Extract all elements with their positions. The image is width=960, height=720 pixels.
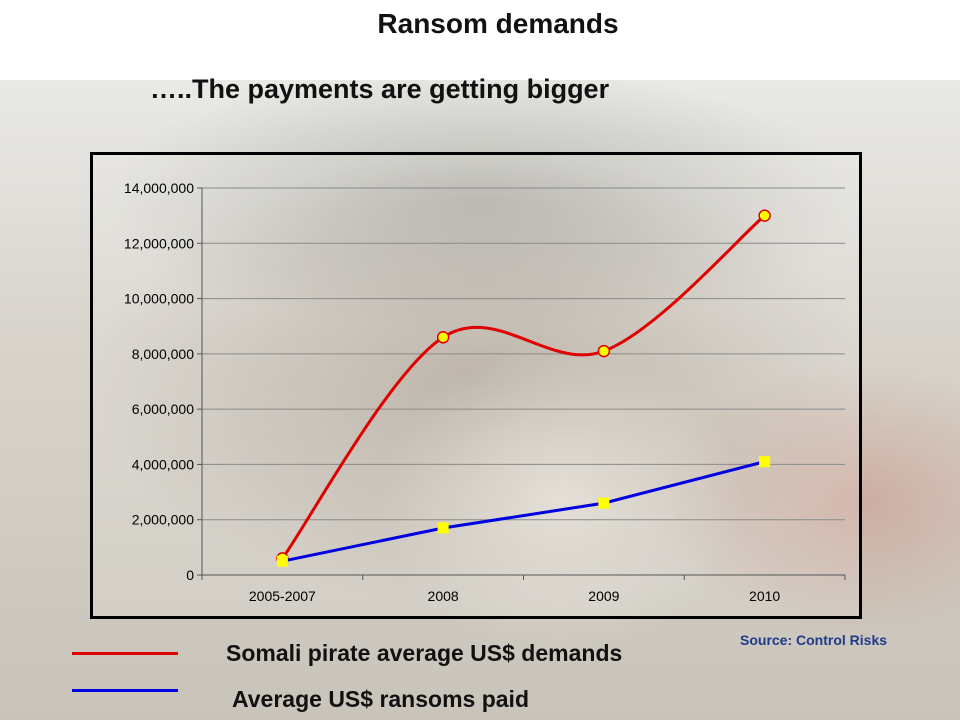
y-tick-label: 2,000,000 [132,512,194,528]
y-tick-label: 14,000,000 [124,180,194,196]
chart-frame: 0 2,000,000 4,000,000 6,000,000 8,000,000 10,… [90,152,862,619]
source-note: Source: Control Risks [740,632,888,648]
x-tick-label: 2008 [428,588,459,604]
legend-paid-label: Average US$ ransoms paid [232,686,529,712]
x-tick-label: 2009 [588,588,619,604]
legend-demands-label: Somali pirate average US$ demands [226,640,623,666]
y-tick-label: 6,000,000 [132,401,194,417]
y-tick-label: 4,000,000 [132,456,194,472]
series-line-0 [281,214,766,560]
data-point-marker [436,331,450,344]
x-tick-label: 2010 [749,588,780,604]
hostage-photo-background [0,80,960,720]
slide-subtitle: …..The payments are getting bigger [150,74,610,104]
data-point-marker [759,456,771,468]
y-tick-label: 8,000,000 [132,346,194,362]
series-line-1 [282,460,765,563]
data-point-marker [758,209,771,222]
y-tick-label: 10,000,000 [124,291,194,307]
legend-paid-line [72,689,178,692]
data-point-marker [598,497,610,509]
data-point-marker [437,522,449,534]
data-point-marker [597,344,611,358]
data-point-marker [276,555,288,567]
ransom-line-chart: 0 2,000,000 4,000,000 6,000,000 8,000,000 10,… [124,180,846,604]
y-tick-label: 12,000,000 [124,235,194,251]
y-tick-label: 0 [186,567,194,583]
legend-demands-line [72,652,178,655]
slide-title: Ransom demands [377,8,619,39]
x-tick-label: 2005-2007 [249,588,316,604]
